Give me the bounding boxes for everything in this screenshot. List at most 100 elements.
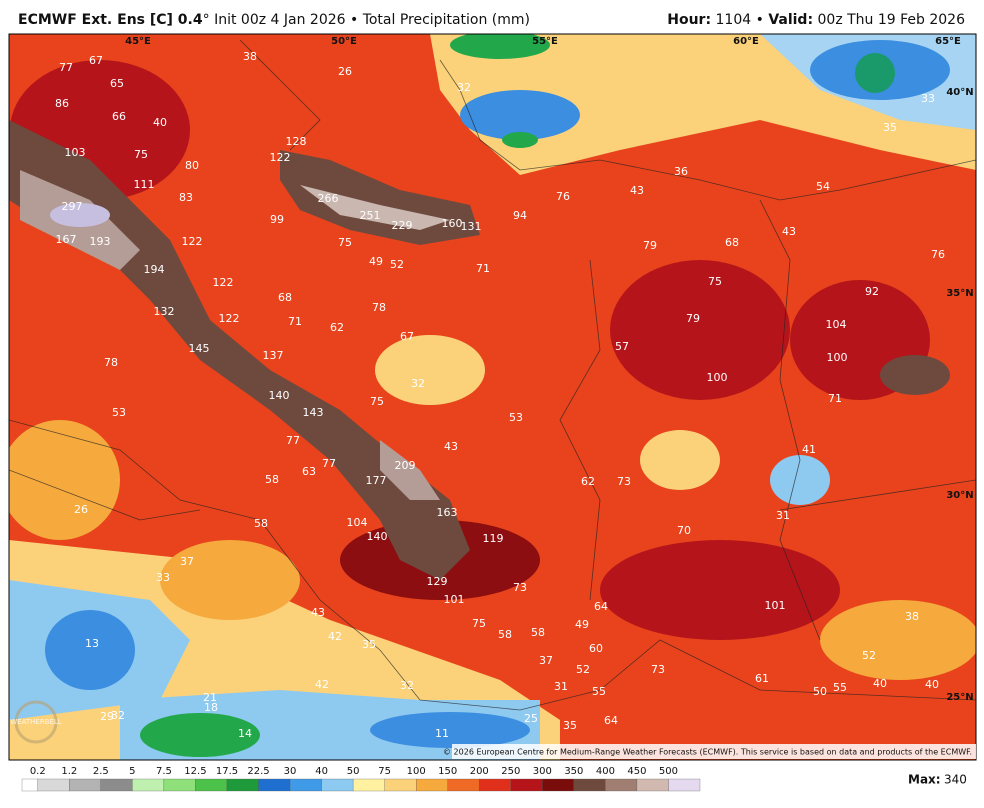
grid-label: 55°E: [532, 36, 558, 47]
colorbar-tick: 450: [627, 766, 646, 777]
precip-label: 132: [154, 305, 175, 318]
precip-label: 40: [925, 678, 939, 691]
colorbar-swatch: [100, 778, 133, 792]
precip-label: 75: [708, 275, 722, 288]
precip-label: 129: [427, 575, 448, 588]
precip-label: 194: [144, 263, 165, 276]
precip-label: 52: [390, 258, 404, 271]
valid: 00z Thu 19 Feb 2026: [817, 12, 966, 28]
colorbar-swatch: [636, 778, 669, 792]
precip-label: 68: [278, 291, 292, 304]
precip-label: 251: [360, 209, 381, 222]
precip-label: 75: [338, 236, 352, 249]
precip-label: 67: [400, 330, 414, 343]
precip-label: 43: [444, 440, 458, 453]
grid-label: 40°N: [946, 87, 973, 98]
precip-label: 122: [182, 235, 203, 248]
hour-label: Hour:: [667, 12, 712, 28]
colorbar-swatch: [132, 778, 165, 792]
precip-label: 94: [513, 209, 527, 222]
colorbar-swatch: [21, 778, 38, 792]
precip-label: 41: [802, 443, 816, 456]
precip-label: 79: [686, 312, 700, 325]
precip-label: 36: [674, 165, 688, 178]
precip-label: 33: [156, 571, 170, 584]
colorbar-swatch: [289, 778, 322, 792]
precip-label: 122: [270, 151, 291, 164]
colorbar-swatch: [352, 778, 385, 792]
precip-label: 11: [435, 727, 449, 740]
precip-label: 131: [461, 220, 482, 233]
precip-label: 77: [322, 457, 336, 470]
precip-label: 266: [318, 192, 339, 205]
precip-label: 61: [755, 672, 769, 685]
precip-label: 77: [59, 61, 73, 74]
colorbar-swatch: [447, 778, 480, 792]
copyright: © 2026 European Centre for Medium-Range …: [443, 748, 972, 757]
precip-label: 73: [617, 475, 631, 488]
max-label: Max:: [908, 773, 941, 787]
precip-label: 55: [592, 685, 606, 698]
colorbar-tick: 400: [596, 766, 615, 777]
precip-label: 122: [219, 312, 240, 325]
valid-label: Valid:: [768, 12, 814, 28]
precip-label: 49: [575, 618, 589, 631]
precip-label: 54: [816, 180, 830, 193]
precip-label: 73: [513, 581, 527, 594]
precip-label: 75: [472, 617, 486, 630]
precip-label: 76: [556, 190, 570, 203]
precip-label: 209: [395, 459, 416, 472]
precip-label: 128: [286, 135, 307, 148]
precip-label: 53: [112, 406, 126, 419]
precip-label: 71: [828, 392, 842, 405]
precip-label: 297: [62, 200, 83, 213]
precip-label: 78: [372, 301, 386, 314]
precip-label: 57: [615, 340, 629, 353]
max-value: 340: [944, 773, 967, 787]
watermark-logo: [14, 700, 58, 744]
precip-label: 79: [643, 239, 657, 252]
precip-label: 64: [594, 600, 608, 613]
precip-label: 140: [367, 530, 388, 543]
precip-label: 52: [862, 649, 876, 662]
colorbar-tick: 250: [501, 766, 520, 777]
precip-label: 78: [104, 356, 118, 369]
colorbar-tick: 350: [564, 766, 583, 777]
precip-label: 38: [243, 50, 257, 63]
precip-label: 111: [134, 178, 155, 191]
precip-label: 77: [286, 434, 300, 447]
precip-label: 80: [185, 159, 199, 172]
precip-label: 75: [370, 395, 384, 408]
precip-label: 32: [457, 81, 471, 94]
precip-label: 58: [265, 473, 279, 486]
model: ECMWF Ext. Ens [C] 0.4: [18, 12, 203, 28]
colorbar-tick: 50: [347, 766, 360, 777]
precip-label: 83: [179, 191, 193, 204]
precip-label: 13: [85, 637, 99, 650]
precip-label: 140: [269, 389, 290, 402]
precip-label: 145: [189, 342, 210, 355]
precip-label: 137: [263, 349, 284, 362]
precip-label: 35: [883, 121, 897, 134]
precip-label: 63: [302, 465, 316, 478]
grid-label: 65°E: [935, 36, 961, 47]
colorbar-swatch: [321, 778, 354, 792]
precip-label: 18: [204, 701, 218, 714]
colorbar-swatch: [226, 778, 259, 792]
colorbar-tick: 17.5: [216, 766, 238, 777]
colorbar-swatch: [37, 778, 70, 792]
precip-field: [9, 34, 976, 760]
watermark: WEATHERBELL: [10, 718, 62, 726]
precip-label: 229: [392, 219, 413, 232]
precip-label: 35: [362, 638, 376, 651]
colorbar-swatch: [668, 778, 701, 792]
copyright-bg: [452, 744, 976, 759]
grid-label: 45°E: [125, 36, 151, 47]
colorbar-tick: 2.5: [93, 766, 109, 777]
colorbar-tick: 300: [533, 766, 552, 777]
precip-label: 122: [213, 276, 234, 289]
grid-label: 30°N: [946, 490, 973, 501]
precip-label: 101: [765, 599, 786, 612]
